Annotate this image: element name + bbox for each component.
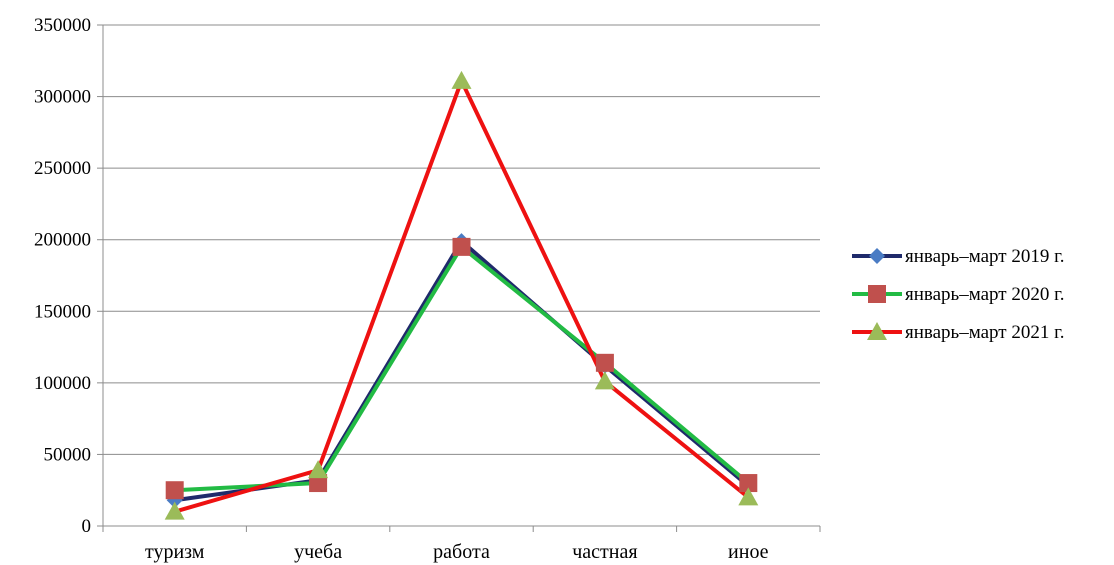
legend-label: январь–март 2021 г. [905, 322, 1065, 343]
data-point-2 [165, 481, 184, 500]
data-point-2 [309, 474, 328, 493]
series-line-1 [172, 239, 751, 503]
x-tick-label: частная [572, 541, 637, 563]
data-point-3 [308, 460, 329, 479]
data-point-2 [595, 353, 614, 372]
series-lines [172, 78, 751, 514]
y-tick-label: 0 [82, 516, 92, 537]
data-point-3 [594, 371, 615, 390]
y-axis-ticks: 0 50000 100000 150000 200000 250000 300000 3500… [34, 15, 91, 537]
y-tick-label: 250000 [34, 158, 91, 179]
legend: январь–март 2019 г. январь–март 2020 г. ян… [852, 246, 1065, 343]
data-point-2 [739, 474, 758, 493]
y-tick-label: 300000 [34, 87, 91, 108]
y-tick-label: 350000 [34, 15, 91, 36]
x-tick-label: работа [433, 541, 490, 563]
data-point-3 [451, 70, 472, 89]
legend-label: январь–март 2020 г. [905, 284, 1065, 305]
data-point-2 [452, 237, 471, 256]
y-tick-label: 200000 [34, 230, 91, 251]
x-tick-label: учеба [294, 541, 342, 563]
y-tick-label: 150000 [34, 301, 91, 322]
legend-label: январь–март 2019 г. [905, 246, 1065, 267]
x-axis-ticks: туризм учеба работа частная иное [145, 541, 769, 563]
legend-marker [869, 248, 885, 264]
x-tick-label: иное [728, 541, 769, 563]
data-point-3 [738, 487, 759, 506]
axes [97, 24, 821, 532]
series-line-2 [172, 244, 751, 493]
y-tick-label: 50000 [44, 444, 92, 465]
series-markers [164, 70, 759, 520]
legend-marker [868, 285, 886, 303]
series-line-3 [172, 78, 751, 514]
grid-lines [103, 24, 820, 455]
x-tick-label: туризм [145, 541, 205, 563]
data-point-3 [164, 501, 185, 520]
legend-marker [867, 322, 887, 340]
y-tick-label: 100000 [34, 373, 91, 394]
